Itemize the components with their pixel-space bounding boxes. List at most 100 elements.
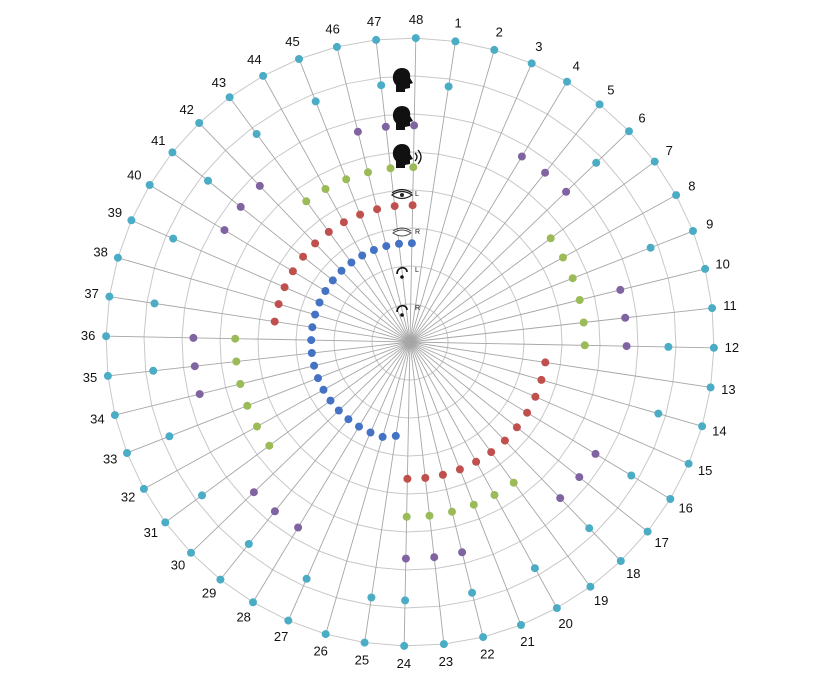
spoke-line	[409, 341, 709, 388]
data-point	[372, 35, 381, 44]
data-point	[342, 175, 351, 184]
data-point	[377, 81, 386, 90]
spoke-label: 42	[179, 102, 193, 117]
data-point	[369, 246, 378, 254]
spoke-line	[409, 341, 521, 624]
data-point	[568, 274, 577, 283]
row-label: R	[415, 229, 420, 236]
data-point	[339, 218, 348, 227]
data-point	[487, 448, 496, 457]
data-point	[295, 55, 303, 63]
data-point	[307, 336, 316, 345]
spoke-label: 9	[706, 217, 713, 232]
spoke-label: 35	[83, 370, 97, 385]
spoke-line	[409, 268, 704, 343]
data-point	[326, 396, 335, 405]
data-point	[168, 148, 177, 157]
spoke-label: 30	[171, 557, 185, 572]
data-point	[402, 512, 411, 521]
data-point	[546, 234, 555, 243]
spoke-line	[108, 335, 411, 343]
data-point	[344, 415, 353, 424]
spoke-line	[173, 153, 411, 343]
data-point	[356, 210, 365, 219]
ear-right-icon: R	[396, 304, 420, 317]
spoke-line	[409, 105, 599, 343]
data-point	[579, 318, 588, 327]
spoke-label: 11	[723, 298, 737, 313]
spoke-label: 23	[439, 654, 453, 669]
data-point	[556, 494, 565, 503]
data-point	[204, 176, 212, 185]
data-point	[448, 507, 456, 516]
spoke-label: 13	[721, 382, 735, 397]
spoke-line	[288, 341, 411, 619]
spoke-line	[230, 98, 411, 343]
data-point	[509, 478, 518, 487]
spoke-label: 19	[594, 593, 608, 608]
data-point	[401, 596, 410, 605]
spoke-line	[409, 40, 417, 343]
data-point	[400, 641, 409, 650]
data-point	[311, 97, 320, 106]
data-point	[390, 202, 399, 211]
spoke-label: 21	[520, 634, 534, 649]
data-point	[360, 638, 369, 647]
data-point	[500, 436, 509, 445]
spoke-line	[409, 341, 687, 464]
data-point	[562, 187, 571, 196]
data-point	[315, 298, 324, 307]
data-point	[468, 588, 477, 597]
data-point	[552, 604, 561, 613]
data-point	[409, 163, 418, 172]
data-point	[337, 266, 346, 275]
data-point	[373, 205, 382, 214]
data-point	[314, 374, 322, 383]
eye-right-icon: R	[392, 227, 420, 237]
spoke-label: 12	[725, 340, 739, 355]
spoke-line	[409, 341, 647, 531]
spoke-label: 24	[397, 656, 411, 671]
spoke-line	[409, 341, 669, 499]
spoke-label: 7	[666, 143, 673, 158]
data-point	[353, 127, 362, 136]
spoke-line	[116, 341, 411, 416]
spoke-line	[409, 341, 701, 427]
data-point	[311, 239, 320, 248]
data-point	[410, 121, 419, 130]
data-point	[311, 310, 320, 319]
data-point	[231, 334, 240, 343]
data-point	[401, 554, 410, 563]
data-point	[408, 201, 417, 210]
data-point	[328, 276, 337, 285]
speaking-head-icon	[392, 144, 422, 168]
data-point	[294, 523, 303, 532]
data-point	[479, 633, 488, 642]
data-point	[559, 253, 567, 262]
head-icon	[392, 68, 413, 92]
data-point	[595, 100, 604, 109]
spoke-label: 16	[678, 500, 692, 515]
data-point	[364, 168, 372, 177]
data-point	[113, 253, 122, 262]
spoke-line	[409, 231, 692, 343]
data-point	[102, 332, 111, 341]
data-point	[367, 593, 376, 602]
spoke-line	[128, 341, 411, 453]
data-point	[308, 323, 317, 332]
spoke-label: 34	[90, 411, 104, 426]
spoke-label: 4	[573, 58, 580, 73]
spoke-label: 44	[247, 52, 261, 67]
data-point	[139, 484, 148, 493]
data-point	[334, 406, 343, 415]
spoke-label: 29	[202, 586, 216, 601]
data-point	[664, 342, 673, 351]
spoke-label: 20	[558, 616, 572, 631]
data-point	[701, 264, 710, 273]
head-icon	[392, 106, 413, 130]
data-point	[347, 258, 356, 267]
row-icons: R L R L	[390, 68, 422, 317]
spoke-label: 40	[127, 168, 141, 183]
spoke-line	[409, 43, 456, 343]
data-point	[220, 226, 229, 235]
